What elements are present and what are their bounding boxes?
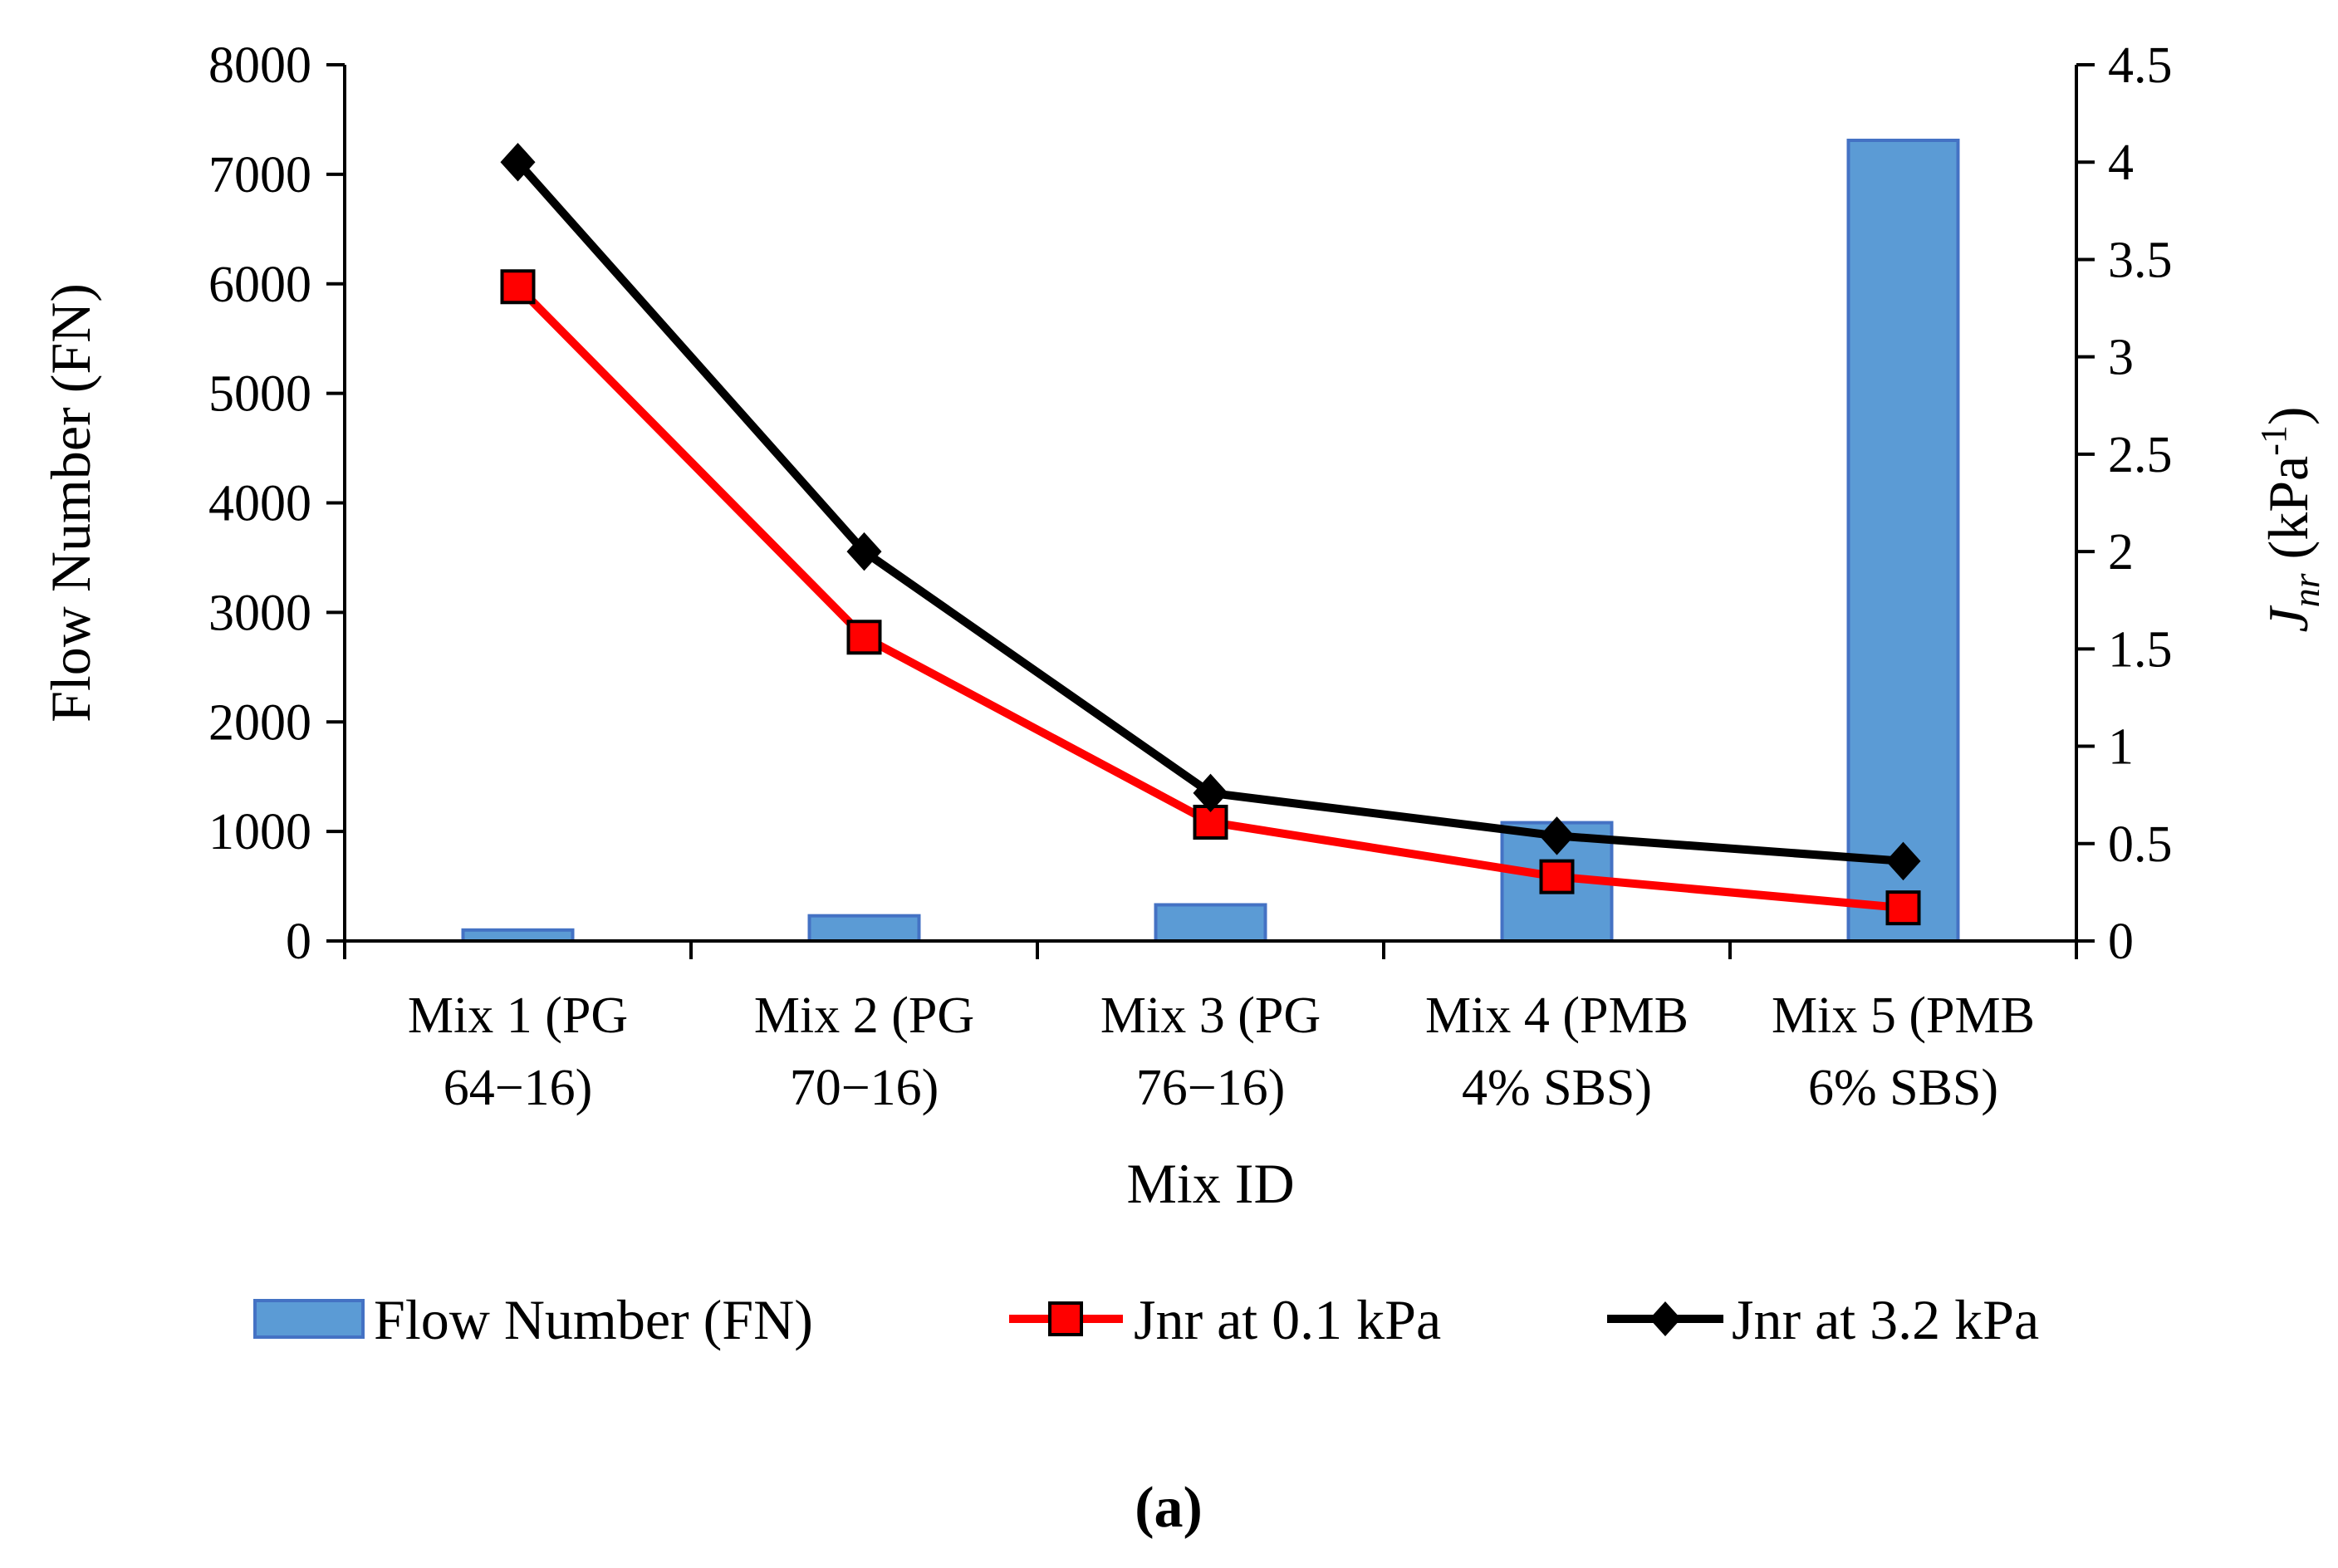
y-tick-label-right: 4 <box>2108 135 2134 191</box>
square-point-4 <box>1539 859 1575 894</box>
y2-title-sup: -1 <box>2253 425 2294 456</box>
square-point-1 <box>500 269 536 305</box>
y-tick-label-left: 3000 <box>208 585 311 641</box>
legend: Flow Number (FN) Jnr at 0.1 kPa Jnr at 3.2… <box>253 1288 2039 1351</box>
legend-label-black: Jnr at 3.2 kPa <box>1732 1288 2039 1351</box>
y-tick-label-right: 3 <box>2108 330 2134 386</box>
diamond-point-3 <box>1193 773 1228 813</box>
y2-title-close: ) <box>2257 406 2320 425</box>
y-tick-label-left: 1000 <box>208 804 311 860</box>
square-point-5 <box>1885 890 1921 926</box>
y-tick-label-left: 8000 <box>208 37 311 94</box>
line-diamond <box>514 159 1904 865</box>
diamond-point-4 <box>1539 816 1575 855</box>
y-tick-label-right: 2 <box>2108 524 2134 581</box>
category-label: Mix 3 (PG <box>1100 987 1321 1044</box>
bar-5 <box>1846 138 1960 943</box>
y-tick-label-left: 5000 <box>208 366 311 423</box>
y-tick-label-left: 0 <box>286 914 311 970</box>
category-label: Mix 1 (PG <box>408 987 628 1044</box>
y-tick-label-right: 1.5 <box>2108 621 2173 678</box>
x-axis-title: Mix ID <box>1126 1152 1294 1215</box>
y-tick-label-right: 3.5 <box>2108 232 2173 288</box>
y-tick-label-right: 1 <box>2108 719 2134 776</box>
category-label: Mix 4 (PMB <box>1425 987 1689 1044</box>
y-tick-label-right: 0 <box>2108 914 2134 970</box>
legend-swatch-bar <box>253 1299 365 1339</box>
category-label: 64−16) <box>444 1060 593 1116</box>
diamond-point-2 <box>846 532 882 571</box>
bar-3 <box>1154 903 1267 943</box>
category-label: Mix 2 (PG <box>754 987 974 1044</box>
legend-marker-square <box>1048 1301 1083 1336</box>
square-point-2 <box>846 620 882 655</box>
y-tick-label-right: 2.5 <box>2108 427 2173 483</box>
legend-label-bar: Flow Number (FN) <box>374 1288 813 1351</box>
category-label: 6% SBS) <box>1808 1060 1998 1116</box>
y2-title-unit: (kPa <box>2257 456 2320 574</box>
legend-marker-diamond <box>1649 1301 1681 1336</box>
y-tick-label-left: 6000 <box>208 257 311 313</box>
diamond-point-1 <box>500 142 536 182</box>
y-tick-label-left: 2000 <box>208 694 311 751</box>
category-label: 4% SBS) <box>1462 1060 1652 1116</box>
legend-label-red: Jnr at 0.1 kPa <box>1134 1288 1441 1351</box>
y-axis-title-left: Flow Number (FN) <box>39 283 102 723</box>
y-tick-label-left: 7000 <box>208 147 311 203</box>
bar-2 <box>807 914 921 943</box>
y-tick-label-right: 4.5 <box>2108 37 2173 94</box>
y2-title-sub: nr <box>2285 572 2327 607</box>
diamond-point-5 <box>1885 841 1921 881</box>
category-label: 76−16) <box>1136 1060 1286 1116</box>
y-tick-label-right: 0.5 <box>2108 816 2173 873</box>
y-tick-label-left: 4000 <box>208 476 311 532</box>
figure-caption: (a) <box>1135 1476 1203 1540</box>
category-label: 70−16) <box>790 1060 939 1116</box>
y-axis-title-right: Jnr (kPa-1) <box>2253 406 2327 632</box>
y2-title-base: J <box>2257 605 2320 633</box>
category-label: Mix 5 (PMB <box>1772 987 2035 1044</box>
